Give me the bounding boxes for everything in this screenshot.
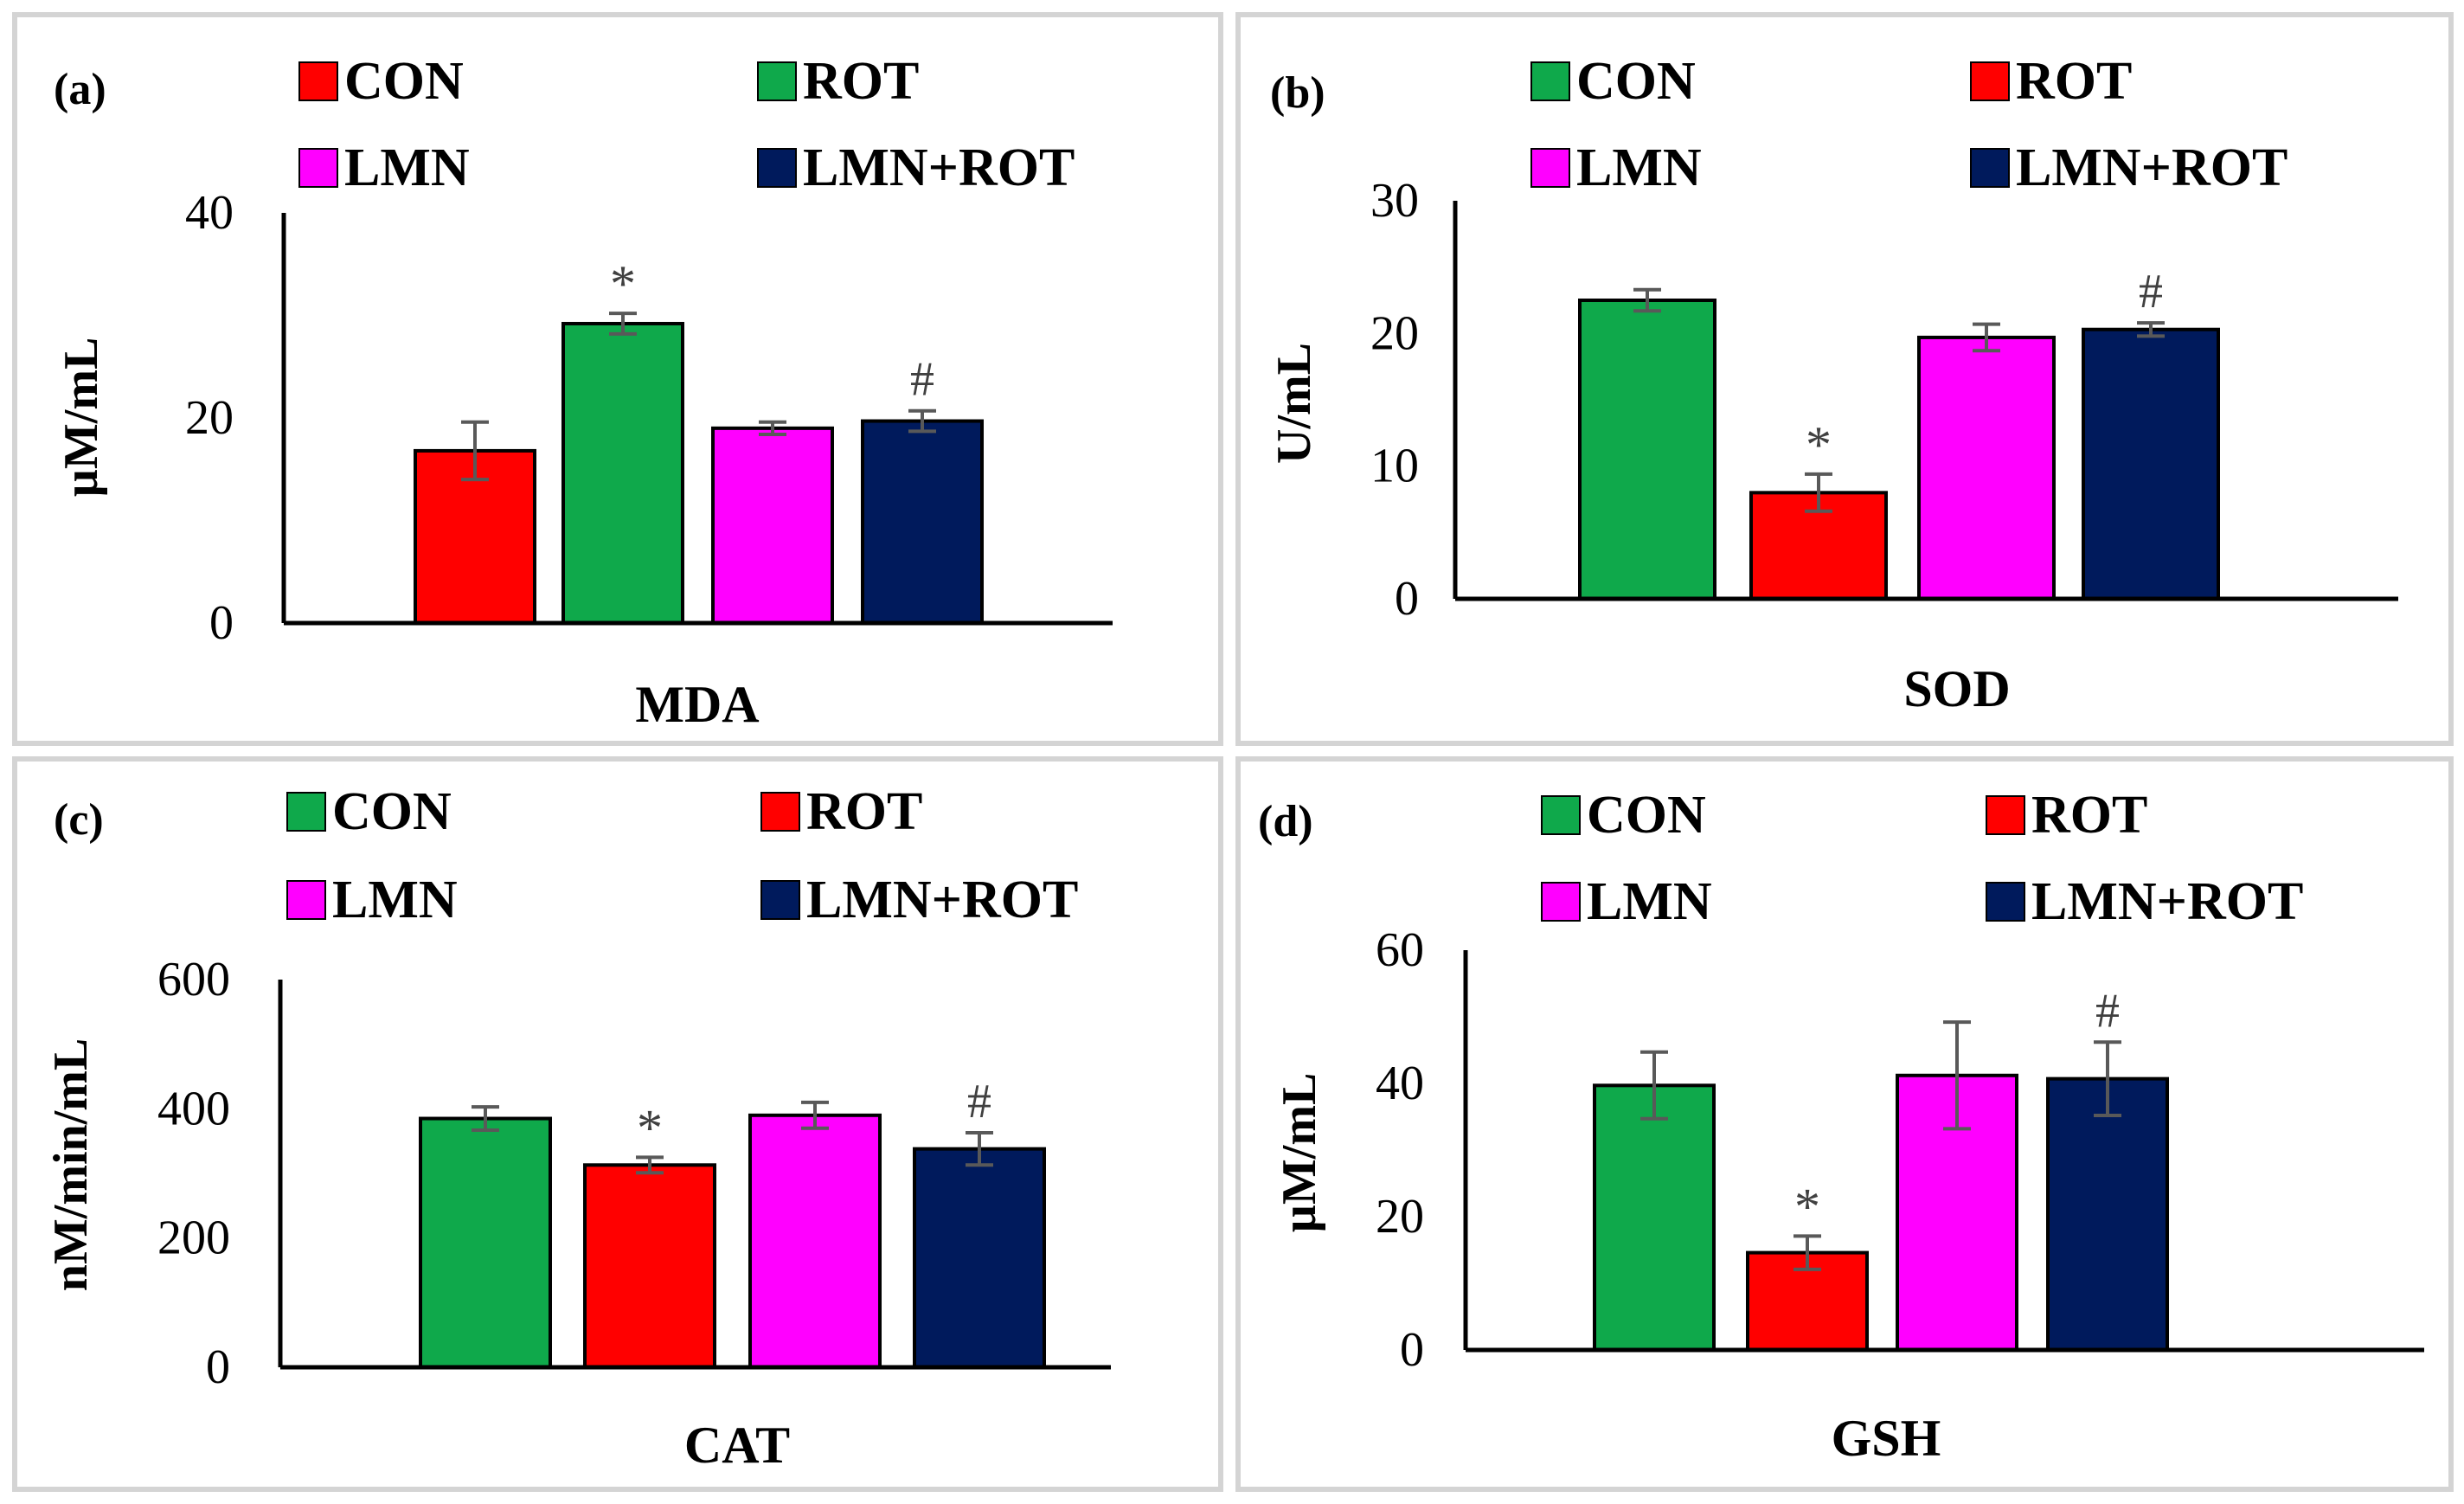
significance-hash: # [2095,984,2120,1038]
legend-label: ROT [2031,786,2147,845]
legend-swatch [1530,61,1570,101]
legend-label: ROT [806,782,922,841]
y-tick-label: 30 [1370,174,1419,228]
bar-con [1593,1083,1716,1352]
legend-swatch [1530,148,1570,188]
legend-swatch [760,792,800,832]
legend-swatch [1986,795,2025,835]
legend-swatch [286,792,326,832]
legend-label: CON [1576,52,1696,111]
legend-label: LMN [1576,138,1702,197]
legend-label: CON [332,782,452,841]
bar-lmn-rot [861,419,984,625]
panel-label: (c) [54,795,104,845]
bar-lmn-rot [2046,1077,2169,1352]
bar-lmn-rot [2082,327,2220,601]
legend-label: CON [344,52,464,111]
significance-hash: # [2139,265,2163,318]
y-tick-label: 60 [1376,923,1424,977]
x-axis-label: SOD [1903,660,2010,717]
y-tick-label: 0 [206,1340,230,1394]
significance-star: * [1794,1178,1820,1235]
significance-star: * [610,255,636,312]
legend-swatch [286,880,326,920]
chart-b-svg: (b) CON ROT LMN LMN+ROT 0 10 20 30 U/mL * # SOD [1267,52,2398,717]
significance-hash: # [967,1075,991,1128]
chart-panel-d: (d) CON ROT LMN LMN+ROT 0 20 40 60 µM/mL * # GSH [1235,756,2454,1492]
x-axis-label: MDA [635,676,759,733]
legend-swatch [1970,148,2010,188]
chart-d-svg: (d) CON ROT LMN LMN+ROT 0 20 40 60 µM/mL * # GSH [1258,786,2424,1467]
bar-lmn [1917,335,2056,601]
y-tick-label: 40 [1376,1057,1424,1110]
y-tick-label: 600 [157,953,230,1006]
legend-label: LMN+ROT [2016,138,2288,197]
bar-con [419,1116,552,1369]
chart-panel-a: (a) CON ROT LMN LMN+ROT 0 20 40 µM/mL * # MDA [12,12,1223,746]
y-tick-label: 400 [157,1082,230,1135]
chart-panel-b: (b) CON ROT LMN LMN+ROT 0 10 20 30 U/mL * # SOD [1235,12,2454,746]
bar-lmn [711,426,834,625]
bar-rot [1749,491,1888,601]
chart-c-svg: (c) CON ROT LMN LMN+ROT 0 200 400 600 nM/min/mL * #… [44,782,1111,1474]
legend-swatch [1970,61,2010,101]
legend-label: ROT [2016,52,2132,111]
panel-label: (a) [54,65,106,114]
significance-star: * [1806,416,1832,473]
legend-label: LMN+ROT [806,871,1078,929]
y-axis-label: U/mL [1267,343,1321,464]
significance-hash: # [910,353,934,407]
y-axis-label: µM/mL [1273,1073,1326,1233]
legend-swatch [1986,882,2025,922]
y-tick-label: 20 [1376,1190,1424,1244]
legend-label: LMN+ROT [803,138,1075,197]
legend-swatch [757,148,797,188]
bar-lmn [748,1113,882,1369]
bar-rot [561,321,684,625]
y-axis-label: nM/min/mL [44,1038,98,1291]
legend-label: ROT [803,52,919,111]
chart-a-svg: (a) CON ROT LMN LMN+ROT 0 20 40 µM/mL * # MDA [54,52,1113,733]
bar-rot [583,1163,716,1369]
legend-label: CON [1587,786,1706,845]
y-tick-label: 40 [185,186,234,240]
y-tick-label: 0 [1400,1323,1424,1377]
legend-label: LMN [332,871,458,929]
significance-star: * [637,1099,663,1156]
y-tick-label: 0 [1395,572,1419,626]
panel-label: (d) [1258,797,1313,846]
legend-swatch [757,61,797,101]
legend-label: LMN [1587,872,1712,931]
y-tick-label: 200 [157,1212,230,1265]
y-tick-label: 10 [1370,440,1419,493]
panel-label: (b) [1270,68,1325,118]
legend-label: LMN+ROT [2031,872,2303,931]
legend-swatch [1541,795,1581,835]
legend-swatch [298,148,338,188]
y-axis-label: µM/mL [55,337,108,498]
y-tick-label: 20 [185,391,234,445]
x-axis-label: GSH [1832,1410,1941,1467]
bar-lmn-rot [913,1147,1046,1370]
y-tick-label: 20 [1370,306,1419,360]
y-tick-label: 0 [209,596,234,650]
bar-con [1578,299,1716,601]
legend-swatch [298,61,338,101]
chart-panel-c: (c) CON ROT LMN LMN+ROT 0 200 400 600 nM/min/mL * #… [12,756,1223,1492]
legend-label: LMN [344,138,470,197]
legend-swatch [760,880,800,920]
x-axis-label: CAT [684,1417,790,1474]
legend-swatch [1541,882,1581,922]
